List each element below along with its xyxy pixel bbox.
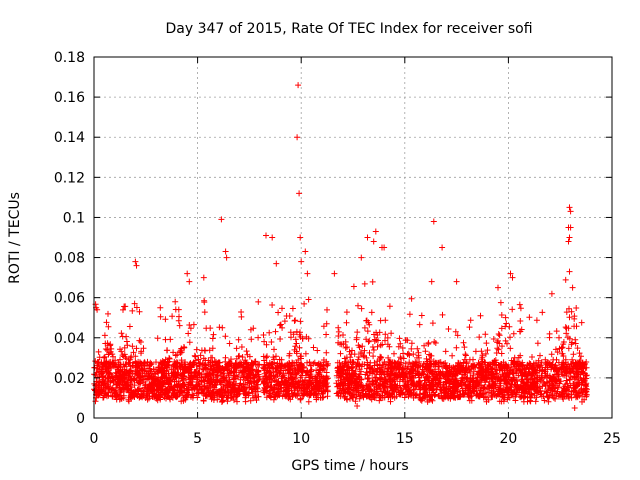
y-tick-label: 0.18 [54,50,85,66]
y-tick-label: 0.1 [63,210,85,226]
chart-title: Day 347 of 2015, Rate Of TEC Index for r… [165,21,532,37]
y-tick-label: 0.04 [54,331,85,347]
x-tick-label: 20 [499,431,517,447]
grid-lines [94,57,612,418]
scatter-markers [91,82,590,411]
x-tick-label: 15 [396,431,414,447]
x-tick-label: 0 [90,431,99,447]
y-tick-label: 0.12 [54,170,85,186]
y-tick-label: 0.14 [54,130,85,146]
y-tick-label: 0.02 [54,371,85,387]
y-tick-label: 0.08 [54,251,85,267]
y-tick-label: 0.16 [54,90,85,106]
x-tick-label: 10 [292,431,310,447]
y-tick-label: 0.06 [54,291,85,307]
data-points [91,82,590,411]
x-tick-label: 5 [193,431,202,447]
y-tick-label: 0 [76,411,85,427]
plot-border [93,56,613,419]
x-tick-label: 25 [603,431,621,447]
x-axis-label: GPS time / hours [291,458,408,474]
x-axis-ticks: 0 5 10 15 20 25 [90,57,621,447]
y-axis-label: ROTI / TECUs [7,192,23,284]
y-axis-ticks: 0 0.02 0.04 0.06 0.08 0.1 0.12 0.14 0.16 0.18 [54,50,612,427]
